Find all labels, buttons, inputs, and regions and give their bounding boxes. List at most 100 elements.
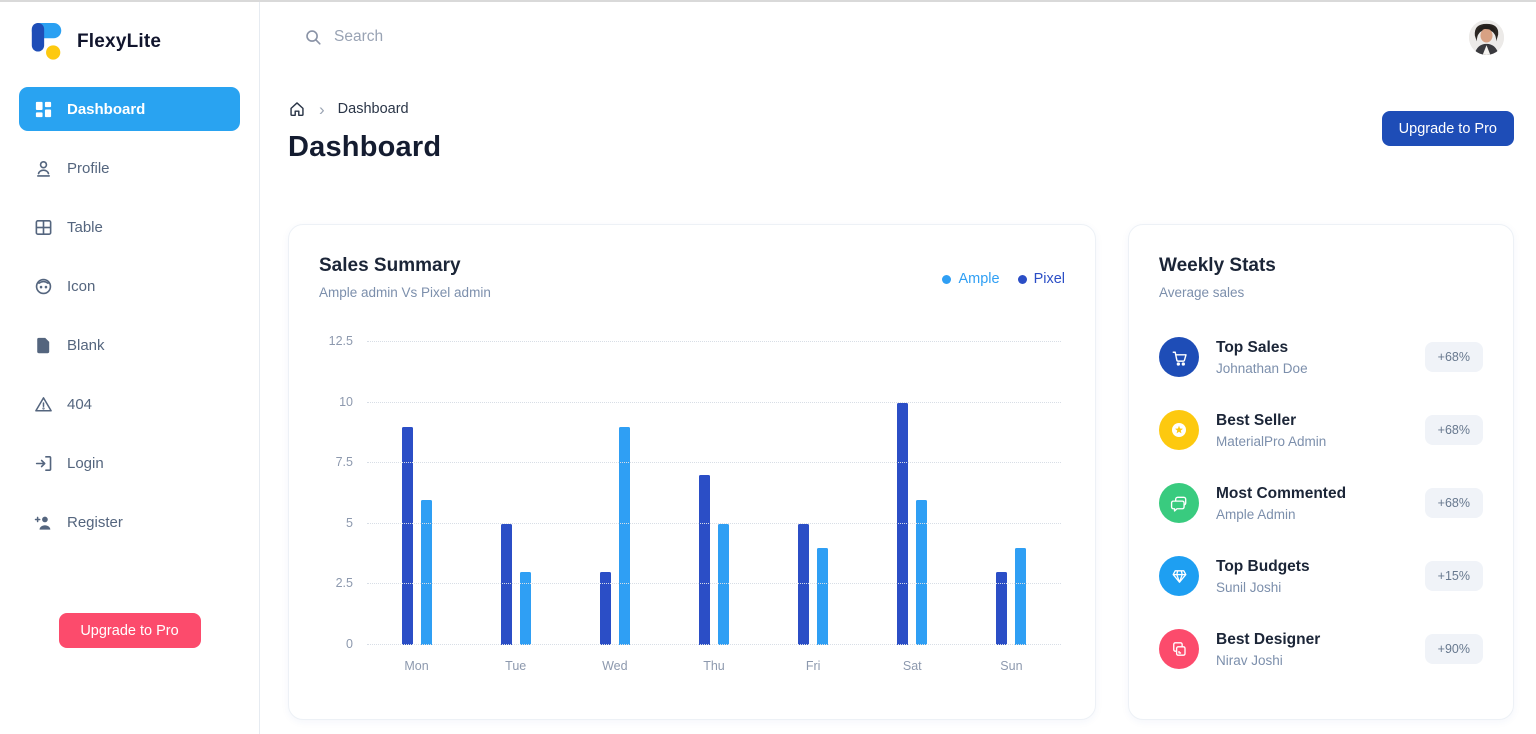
- stat-title: Top Sales: [1216, 338, 1289, 356]
- face-icon: [35, 278, 52, 294]
- bar-ample: [817, 548, 829, 645]
- legend-dot-ample: [942, 274, 952, 284]
- grid-line: 10: [339, 395, 1061, 409]
- y-tick-label: 10: [339, 394, 353, 409]
- weekly-stats-title: Weekly Stats: [1159, 255, 1276, 276]
- x-tick-label: Mon: [404, 659, 429, 673]
- sales-summary-card: Sales Summary Ample admin Vs Pixel admin…: [288, 224, 1096, 720]
- sidebar-item-label: Login: [67, 454, 104, 472]
- search-input[interactable]: [334, 28, 634, 46]
- brand-logo[interactable]: FlexyLite: [19, 18, 240, 66]
- stat-text: Best Seller MaterialPro Admin: [1216, 412, 1408, 449]
- weekly-stats-card: Weekly Stats Average sales Top: [1128, 224, 1514, 720]
- content: › Dashboard Dashboard Upgrade to Pro Sal…: [260, 72, 1536, 734]
- stat-title: Best Designer: [1216, 630, 1321, 648]
- breadcrumb-separator: ›: [319, 99, 325, 119]
- grid-line: 7.5: [336, 455, 1061, 469]
- bar-ample: [618, 426, 630, 645]
- stat-subtitle: Sunil Joshi: [1216, 579, 1282, 595]
- stat-text: Best Designer Nirav Joshi: [1216, 631, 1408, 668]
- sidebar-item-dashboard[interactable]: Dashboard: [19, 87, 240, 131]
- sales-summary-titles: Sales Summary Ample admin Vs Pixel admin: [319, 255, 491, 300]
- stat-title: Most Commented: [1216, 484, 1347, 502]
- sidebar: FlexyLite Dashboard Profile Tabl: [0, 2, 260, 734]
- cards-row: Sales Summary Ample admin Vs Pixel admin…: [288, 224, 1514, 720]
- sidebar-item-label: Dashboard: [67, 100, 146, 118]
- sidebar-item-label: Table: [67, 218, 103, 236]
- brand-name: FlexyLite: [77, 31, 162, 52]
- diamond-icon: [1159, 556, 1199, 596]
- user-avatar[interactable]: [1469, 19, 1504, 55]
- legend-item-pixel[interactable]: Pixel: [1017, 271, 1065, 287]
- dashboard-grid-icon: [35, 101, 52, 117]
- stat-text: Most Commented Ample Admin: [1216, 485, 1408, 522]
- sidebar-item-register[interactable]: Register: [19, 500, 240, 544]
- comment-bubbles-icon: [1159, 483, 1199, 523]
- bar-pixel: [698, 475, 710, 645]
- search-bar: [304, 28, 1469, 47]
- user-plus-icon: [34, 516, 51, 530]
- upgrade-to-pro-button[interactable]: Upgrade to Pro: [1381, 111, 1514, 146]
- home-icon[interactable]: [288, 100, 306, 118]
- sidebar-item-label: Blank: [67, 336, 105, 354]
- x-tick-label: Thu: [703, 659, 725, 673]
- sidebar-item-label: Register: [67, 513, 123, 531]
- sidebar-item-login[interactable]: Login: [19, 441, 240, 485]
- page-header: › Dashboard Dashboard Upgrade to Pro: [288, 98, 1514, 164]
- y-tick-label: 0: [346, 637, 353, 651]
- sales-summary-subtitle: Ample admin Vs Pixel admin: [319, 285, 491, 300]
- bar-ample: [519, 572, 531, 645]
- stat-subtitle: MaterialPro Admin: [1216, 433, 1327, 449]
- bar-group: Tue: [500, 342, 531, 673]
- legend-label-pixel: Pixel: [1033, 271, 1065, 287]
- bar-pixel: [599, 572, 611, 645]
- stat-badge: +68%: [1424, 488, 1483, 518]
- topbar: [260, 2, 1536, 72]
- stat-subtitle: Johnathan Doe: [1216, 360, 1308, 376]
- bar-pixel: [500, 523, 512, 645]
- sidebar-item-label: 404: [67, 395, 93, 413]
- bar-group: Sun: [996, 342, 1027, 673]
- sidebar-upgrade-button[interactable]: Upgrade to Pro: [58, 613, 201, 648]
- bar-ample: [1015, 548, 1027, 645]
- x-tick-label: Wed: [602, 659, 628, 673]
- sidebar-item-icon[interactable]: Icon: [19, 264, 240, 308]
- stat-item-best-seller: Best Seller MaterialPro Admin +68%: [1159, 410, 1483, 450]
- weekly-stats-list: Top Sales Johnathan Doe +68%: [1159, 337, 1483, 669]
- stat-title: Best Seller: [1216, 411, 1297, 429]
- shopping-cart-icon: [1159, 337, 1199, 377]
- legend-label-ample: Ample: [958, 271, 1000, 287]
- stat-item-top-sales: Top Sales Johnathan Doe +68%: [1159, 337, 1483, 377]
- weekly-stats-subtitle: Average sales: [1159, 285, 1245, 300]
- grid-line: 2.5: [336, 576, 1061, 590]
- sidebar-item-blank[interactable]: Blank: [19, 323, 240, 367]
- bar-group: Sat: [897, 342, 928, 673]
- user-icon: [36, 160, 51, 177]
- sidebar-item-table[interactable]: Table: [19, 205, 240, 249]
- brand-logo-icon: [31, 23, 62, 60]
- bar-ample: [916, 499, 928, 645]
- login-arrow-icon: [35, 455, 52, 471]
- legend-item-ample[interactable]: Ample: [942, 271, 1000, 287]
- x-tick-label: Tue: [505, 659, 527, 673]
- chart-bars: Mon Tue Wed Thu Fri Sat Sun: [367, 342, 1061, 673]
- bar-group: Wed: [599, 342, 630, 673]
- stat-title: Top Budgets: [1216, 557, 1310, 575]
- y-tick-label: 12.5: [328, 334, 353, 348]
- stat-badge: +68%: [1424, 342, 1483, 372]
- grid-line: 0: [346, 637, 1061, 651]
- bar-pixel: [401, 426, 413, 645]
- breadcrumb-current: Dashboard: [337, 101, 409, 117]
- stat-text: Top Sales Johnathan Doe: [1216, 339, 1408, 376]
- sidebar-item-label: Profile: [67, 159, 110, 177]
- search-icon: [306, 29, 321, 45]
- bar-pixel: [798, 523, 810, 645]
- sidebar-item-profile[interactable]: Profile: [19, 146, 240, 190]
- bar-group: Thu: [698, 342, 729, 673]
- sidebar-item-404[interactable]: 404: [19, 382, 240, 426]
- stat-item-top-budgets: Top Budgets Sunil Joshi +15%: [1159, 556, 1483, 596]
- sales-summary-header: Sales Summary Ample admin Vs Pixel admin…: [319, 255, 1065, 300]
- grid-line: 5: [346, 516, 1061, 530]
- table-grid-icon: [35, 219, 52, 235]
